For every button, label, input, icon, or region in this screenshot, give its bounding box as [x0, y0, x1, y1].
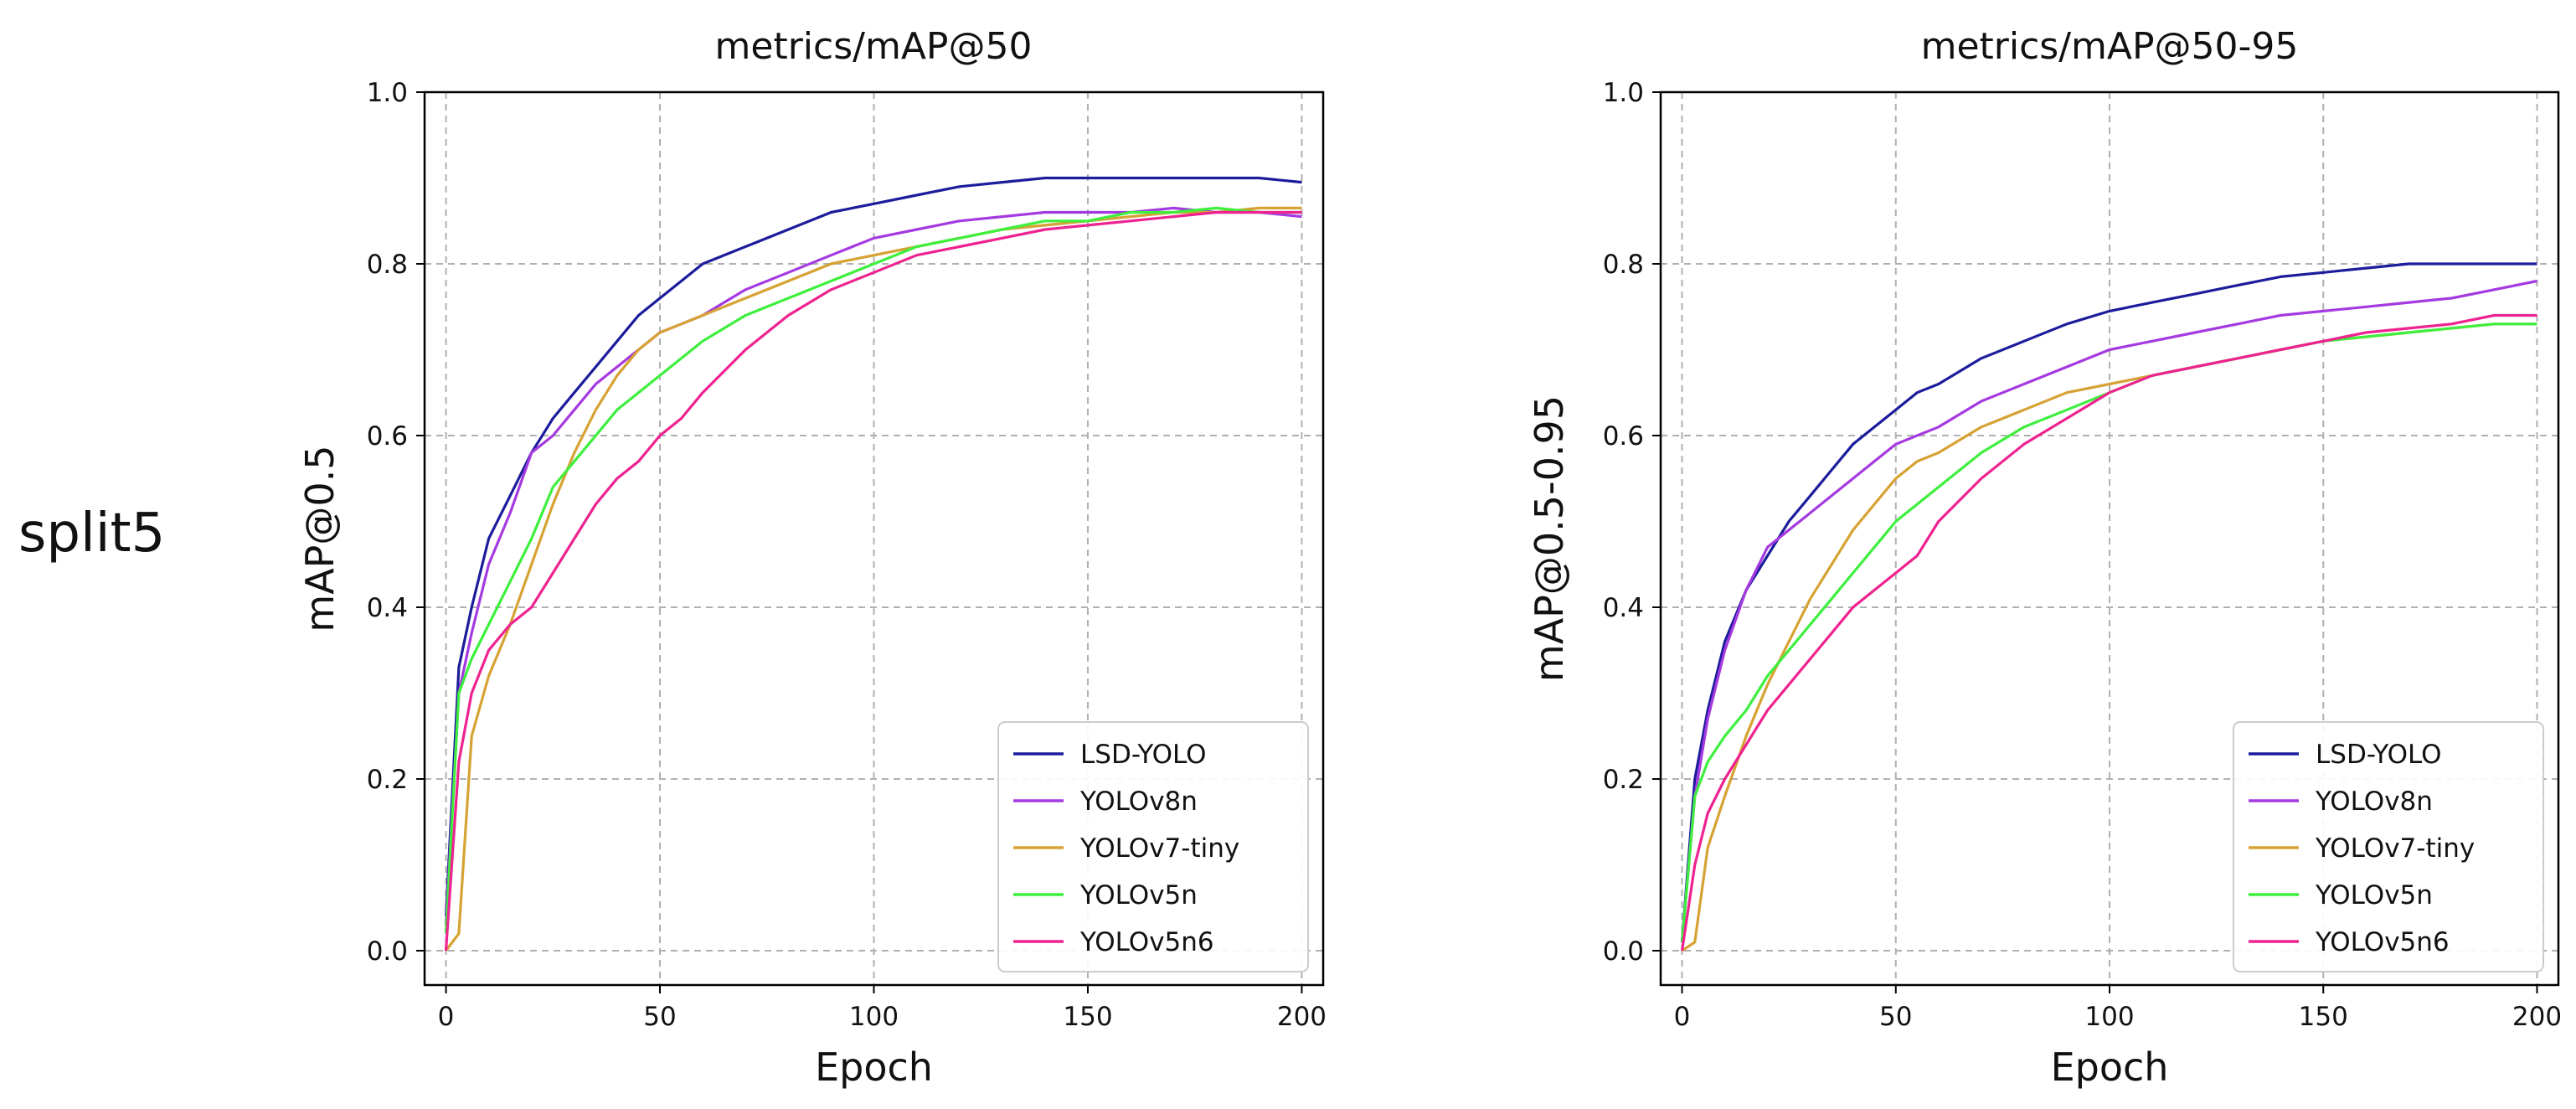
legend-box: [2233, 721, 2544, 972]
x-tick-label: 50: [643, 1002, 676, 1032]
y-tick-label: 0.0: [1603, 936, 1644, 967]
series-line-yolov8n: [1680, 279, 2537, 942]
x-tick-label: 100: [2084, 1002, 2134, 1032]
y-tick-label: 0.2: [1603, 765, 1644, 795]
y-tick-label: 0.8: [367, 250, 408, 280]
y-tick-label: 1.0: [1603, 78, 1644, 108]
legend-entry-yolov5n6: YOLOv5n6: [1079, 927, 1214, 957]
y-tick-label: 0.8: [1603, 250, 1644, 280]
legend: LSD-YOLO YOLOv8n YOLOv7-tiny YOLOv5n YOLOv5n…: [997, 721, 1309, 972]
legend-box: [997, 721, 1309, 972]
x-tick-label: 150: [1063, 1002, 1112, 1032]
x-axis-label: Epoch: [815, 1045, 933, 1090]
series-line-yolov7-tiny: [445, 206, 1302, 952]
y-tick-label: 0.6: [367, 421, 408, 451]
chart-2: 0 50 100 150 200 0.0 0.2 0.4 0.6 0.8 1.0 metrics/mA…: [1527, 25, 2562, 1090]
x-axis-label: Epoch: [2051, 1045, 2169, 1090]
series-line-lsd-yolo: [1680, 262, 2537, 942]
legend-entry-lsd-yolo: LSD-YOLO: [1080, 740, 1207, 770]
y-axis-label: mAP@0.5-0.95: [1527, 395, 1572, 682]
x-tick-label: 200: [2512, 1002, 2562, 1032]
x-tick-label: 0: [1674, 1002, 1691, 1032]
x-tick-label: 100: [849, 1002, 899, 1032]
legend-entry-yolov5n: YOLOv5n: [2315, 880, 2433, 910]
series-line-yolov5n6: [1680, 313, 2537, 952]
chart-1: 0 50 100 150 200 0.0 0.2 0.4 0.6 0.8 1.0 metrics/mA…: [297, 25, 1327, 1090]
series-line-yolov5n: [1680, 322, 2537, 942]
y-tick-label: 0.0: [367, 936, 408, 967]
y-tick-label: 0.4: [367, 593, 408, 623]
chart-title: metrics/mAP@50: [715, 25, 1033, 68]
legend-entry-lsd-yolo: LSD-YOLO: [2316, 740, 2442, 770]
x-tick-label: 50: [1879, 1002, 1912, 1032]
row-label: split5: [18, 503, 166, 565]
legend-entry-yolov8n: YOLOv8n: [2315, 787, 2433, 817]
legend: LSD-YOLO YOLOv8n YOLOv7-tiny YOLOv5n YOLOv5n…: [2233, 721, 2544, 972]
y-axis-label: mAP@0.5: [297, 445, 343, 632]
x-tick-label: 150: [2299, 1002, 2348, 1032]
series-line-yolov5n6: [444, 210, 1302, 952]
chart-title: metrics/mAP@50-95: [1921, 25, 2299, 68]
x-tick-label: 200: [1277, 1002, 1327, 1032]
legend-entry-yolov5n6: YOLOv5n6: [2315, 927, 2450, 957]
y-tick-label: 1.0: [367, 78, 408, 108]
y-tick-label: 0.2: [367, 765, 408, 795]
y-tick-label: 0.6: [1603, 421, 1644, 451]
x-tick-label: 0: [438, 1002, 455, 1032]
legend-entry-yolov7-tiny: YOLOv7-tiny: [2315, 833, 2475, 864]
legend-entry-yolov8n: YOLOv8n: [1079, 787, 1198, 817]
series-line-yolov8n: [444, 206, 1302, 926]
legend-entry-yolov5n: YOLOv5n: [1079, 880, 1198, 910]
legend-entry-yolov7-tiny: YOLOv7-tiny: [1079, 833, 1239, 864]
y-tick-label: 0.4: [1603, 593, 1644, 623]
series-line-lsd-yolo: [444, 176, 1302, 917]
series-line-yolov5n: [444, 206, 1302, 934]
